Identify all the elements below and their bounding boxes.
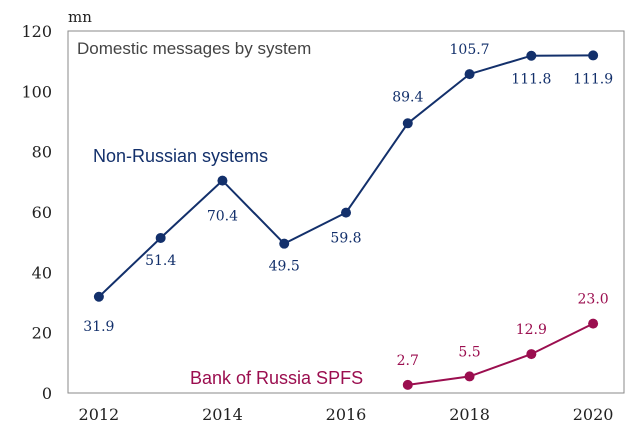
data-point <box>155 232 166 243</box>
data-point <box>279 238 290 249</box>
data-label: 89.4 <box>392 89 423 105</box>
y-tick-label: 40 <box>32 263 52 282</box>
y-axis: 0 20 40 60 80 100 120 <box>21 22 52 403</box>
data-point <box>588 50 599 61</box>
data-label: 5.5 <box>458 344 480 360</box>
data-point <box>526 349 537 360</box>
y-tick-label: 60 <box>32 203 52 222</box>
plot-frame <box>67 30 625 394</box>
y-tick-label: 0 <box>42 384 52 403</box>
data-label: 12.9 <box>516 322 547 338</box>
chart-title: Domestic messages by system <box>77 39 311 58</box>
y-tick-label: 20 <box>32 324 52 343</box>
data-point <box>526 50 537 61</box>
data-point <box>93 291 104 302</box>
data-label: 111.8 <box>511 72 551 88</box>
y-tick-label: 120 <box>21 22 52 41</box>
x-tick-label: 2018 <box>449 405 490 424</box>
data-point <box>341 207 351 218</box>
data-label: 51.4 <box>145 253 176 269</box>
data-label: 31.9 <box>83 319 114 335</box>
x-tick-label: 2020 <box>573 405 614 424</box>
series-layer: 31.9 51.4 70.4 49.5 59.8 89.4 105.7 111.8 111.9 2… <box>83 42 613 390</box>
data-point <box>464 371 475 382</box>
x-tick-label: 2012 <box>79 405 120 424</box>
data-label: 105.7 <box>450 42 490 58</box>
data-point <box>588 318 599 329</box>
series-line <box>407 322 594 386</box>
data-point <box>402 379 413 390</box>
data-label: 23.0 <box>578 292 609 308</box>
data-point <box>217 175 228 186</box>
y-tick-label: 100 <box>21 82 52 101</box>
data-label: 70.4 <box>207 209 238 225</box>
data-label: 2.7 <box>397 353 419 369</box>
data-label: 59.8 <box>330 231 361 247</box>
y-tick-label: 80 <box>32 143 52 162</box>
data-label: 111.9 <box>573 71 613 87</box>
data-point <box>402 118 413 129</box>
x-tick-label: 2014 <box>202 405 243 424</box>
x-tick-label: 2016 <box>326 405 367 424</box>
data-point <box>464 69 475 80</box>
unit-label: mn <box>68 8 92 26</box>
series-name-spfs: Bank of Russia SPFS <box>190 368 363 388</box>
series-name-non-russian: Non-Russian systems <box>93 146 268 166</box>
x-axis: 2012 2014 2016 2018 2020 <box>79 405 614 424</box>
data-label: 49.5 <box>269 259 300 275</box>
